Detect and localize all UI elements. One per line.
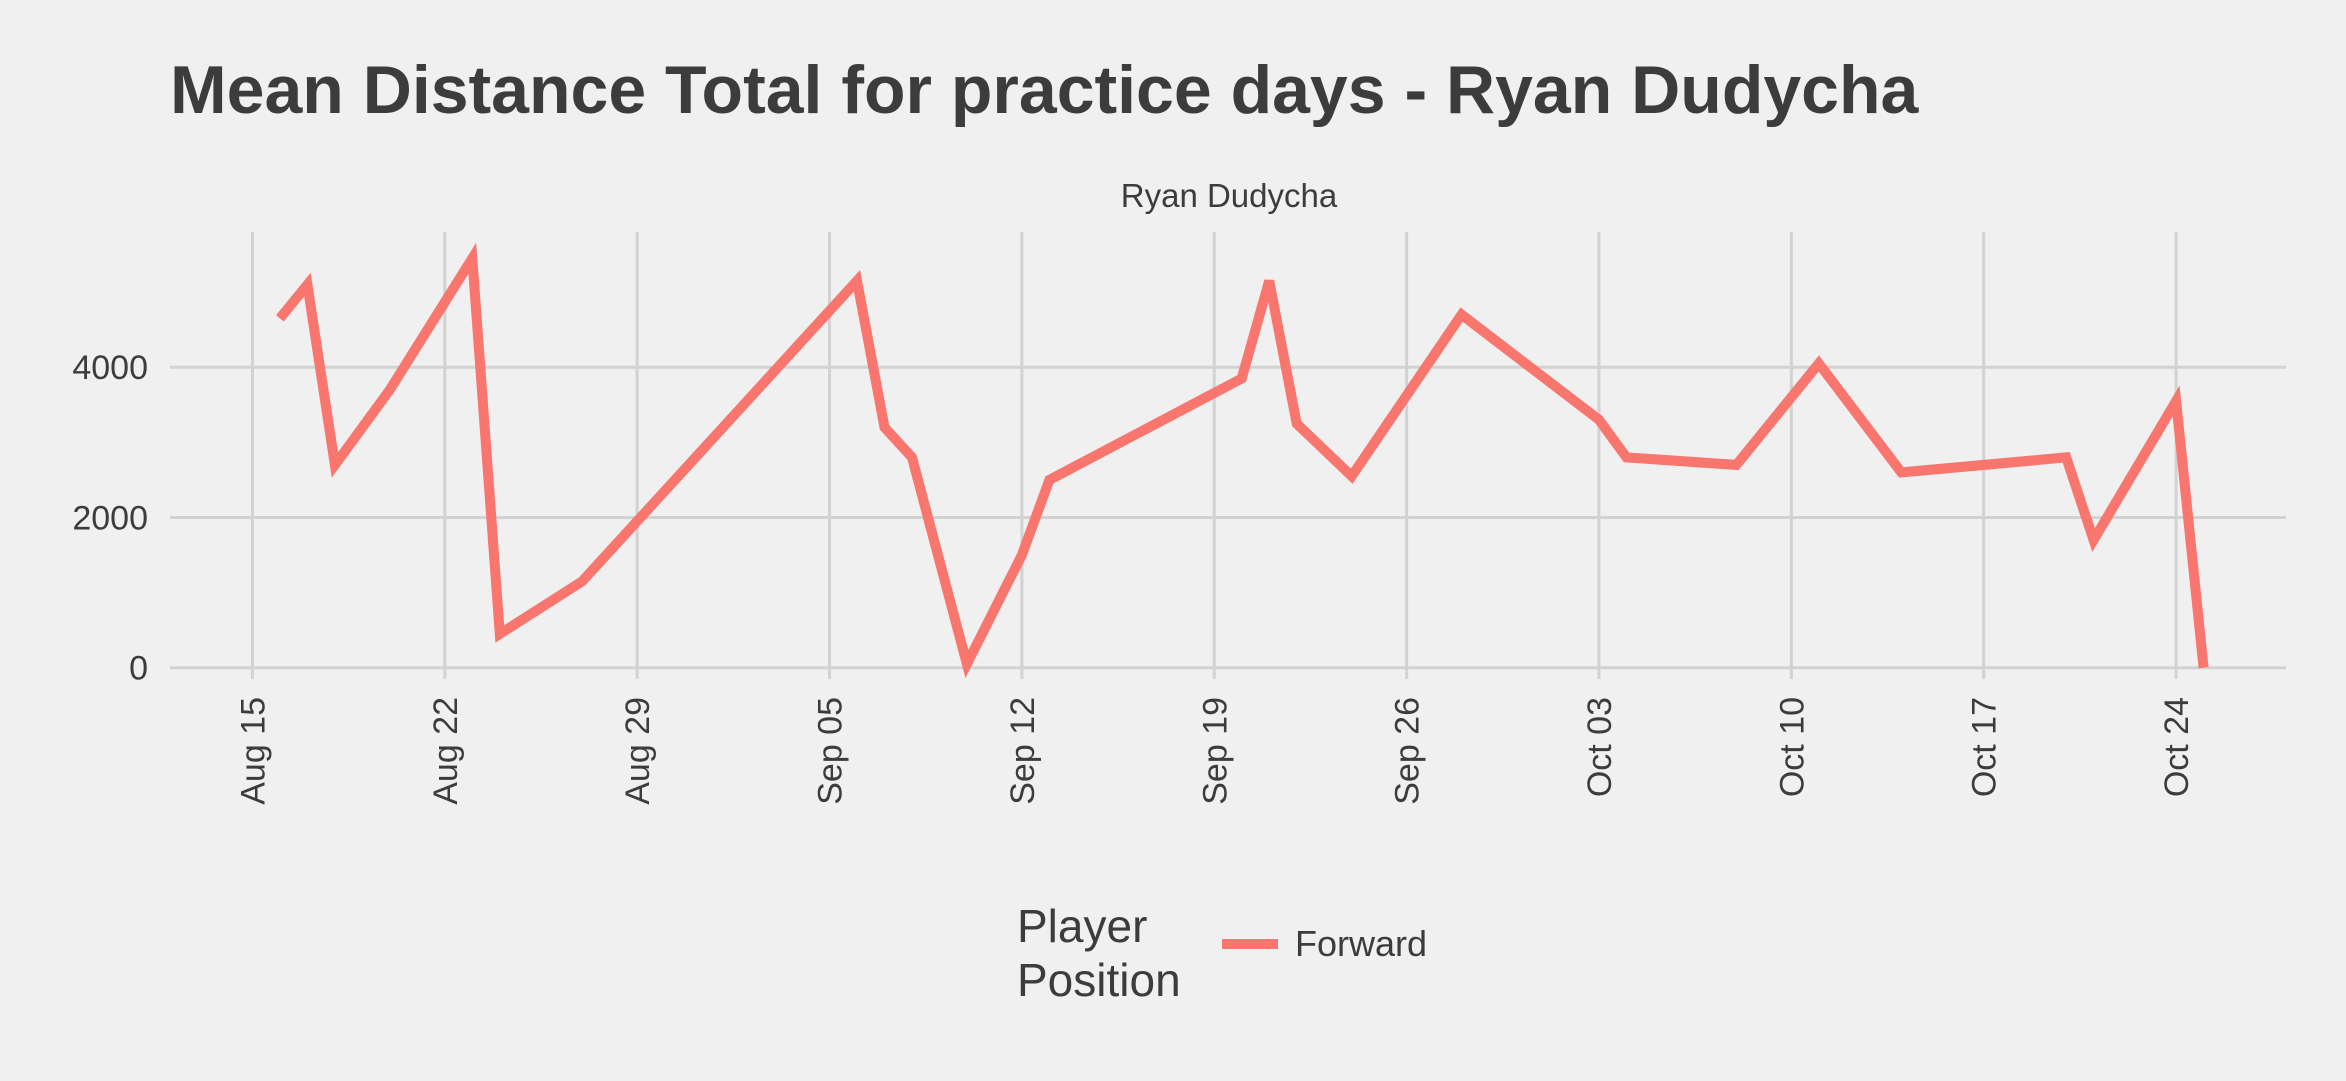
x-tick-label: Oct 10: [1773, 697, 1811, 797]
y-tick-label: 0: [129, 650, 148, 688]
legend-title: Player: [1017, 900, 1147, 952]
x-tick-label: Sep 12: [1004, 697, 1042, 805]
y-tick-label: 4000: [72, 349, 148, 387]
x-tick-label: Oct 17: [1966, 697, 2004, 797]
y-gridlines: [170, 365, 2286, 670]
x-tick-label: Sep 05: [812, 697, 850, 805]
chart-title: Mean Distance Total for practice days - …: [170, 52, 1920, 128]
y-axis-ticks: 0 2000 4000: [72, 349, 148, 688]
legend-title: Position: [1017, 954, 1181, 1006]
legend-item-label: Forward: [1295, 923, 1427, 964]
x-tick-label: Aug 29: [619, 697, 657, 805]
y-tick-label: 2000: [72, 499, 148, 537]
x-axis-ticks: Aug 15 Aug 22 Aug 29 Sep 05 Sep 12 Sep 19 Sep …: [234, 697, 2196, 805]
x-tick-label: Sep 19: [1196, 697, 1234, 805]
x-tick-label: Oct 03: [1581, 697, 1619, 797]
x-tick-label: Oct 24: [2158, 697, 2196, 797]
series-layer: [276, 242, 2209, 678]
x-tick-label: Aug 15: [234, 697, 272, 805]
series-line-forward: [276, 242, 2209, 678]
x-tick-label: Sep 26: [1389, 697, 1427, 805]
x-tick-label: Aug 22: [427, 697, 465, 805]
facet-label: Ryan Dudycha: [1121, 177, 1338, 214]
